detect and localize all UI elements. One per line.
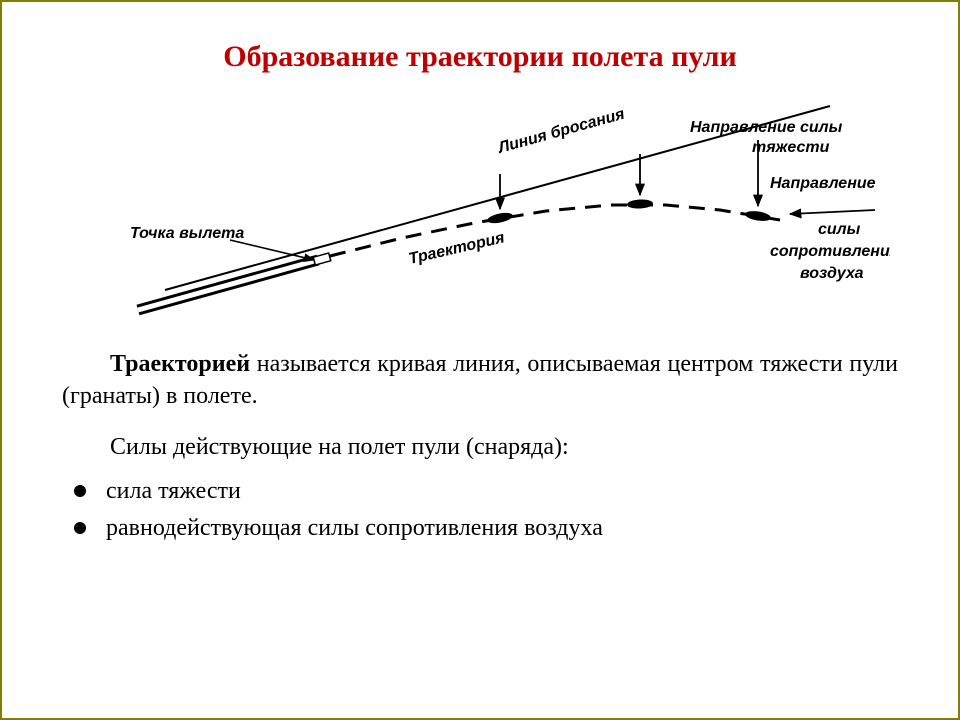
barrel-tip — [313, 253, 331, 265]
air-resist-label-3: сопротивления — [770, 243, 890, 260]
diagram-container: Линия бросания Точка вылета Траектория — [62, 78, 898, 338]
bullet-3 — [744, 210, 771, 223]
list-item-text: равнодействующая силы сопротивления возд… — [106, 515, 603, 541]
departure-point-arrow — [230, 240, 314, 260]
line-of-throw-label: Линия бросания — [496, 106, 628, 158]
bullet-1 — [486, 211, 513, 225]
air-resist-label-1: Направление — [770, 175, 876, 192]
air-resist-label-4: воздуха — [800, 265, 864, 282]
page: Образование траектории полета пули Линия… — [0, 0, 960, 720]
trajectory-diagram: Линия бросания Точка вылета Траектория — [70, 78, 890, 338]
trajectory-label: Траектория — [407, 229, 507, 268]
forces-list: сила тяжести равнодействующая силы сопро… — [62, 475, 898, 544]
trajectory-curve — [330, 205, 780, 256]
term-trajectory: Траекторией — [110, 351, 250, 377]
gravity-label-2: тяжести — [752, 139, 830, 156]
air-resistance-arrow — [790, 210, 875, 214]
list-item-text: сила тяжести — [106, 478, 241, 504]
page-title: Образование траектории полета пули — [62, 40, 898, 74]
definition-paragraph: Траекторией называется кривая линия, опи… — [62, 348, 898, 413]
gravity-label-1: Направление силы — [690, 119, 843, 136]
barrel-inner — [138, 260, 318, 310]
body-text: Траекторией называется кривая линия, опи… — [62, 348, 898, 544]
list-item: равнодействующая силы сопротивления возд… — [74, 512, 898, 544]
bullet-2 — [627, 199, 653, 209]
list-item: сила тяжести — [74, 475, 898, 507]
departure-point-label: Точка вылета — [130, 225, 244, 242]
forces-intro: Силы действующие на полет пули (снаряда)… — [62, 431, 898, 463]
air-resist-label-2: силы — [818, 221, 861, 238]
